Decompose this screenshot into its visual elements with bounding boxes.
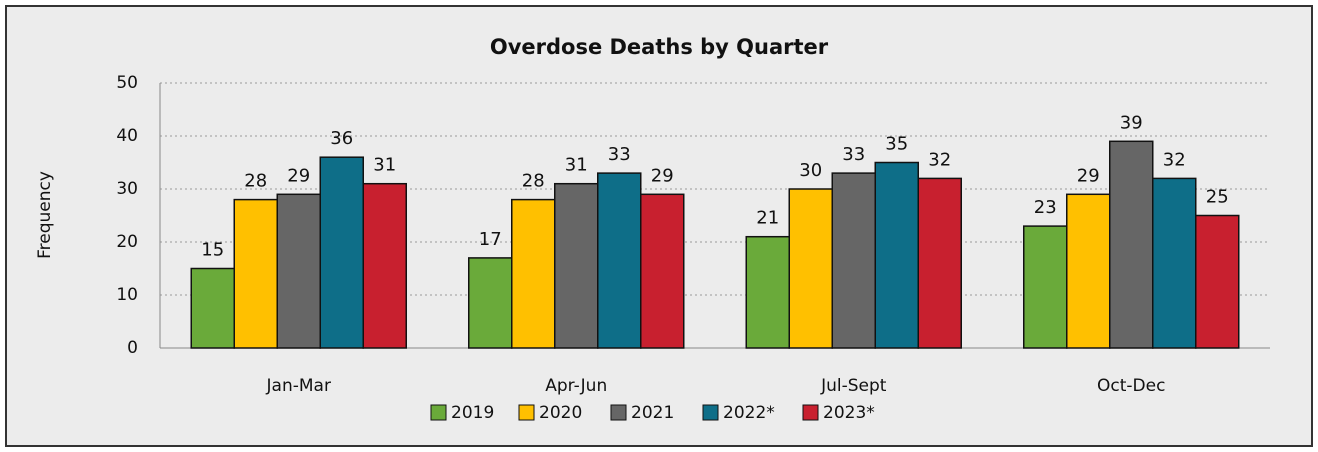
legend-label: 2019: [451, 403, 494, 423]
bar: [1152, 177, 1197, 349]
bar: [874, 161, 919, 349]
bar: [319, 156, 364, 349]
bar: [1023, 225, 1068, 349]
data-label: 29: [287, 165, 310, 186]
legend-swatch: [702, 404, 719, 421]
data-label: 31: [373, 155, 396, 176]
legend-swatch: [610, 404, 627, 421]
bar: [511, 198, 556, 349]
bar: [1109, 140, 1154, 349]
y-tick-label: 50: [116, 73, 138, 93]
y-tick-label: 0: [127, 338, 138, 358]
bar: [362, 182, 407, 349]
x-tick-label: Apr-Jun: [545, 376, 607, 396]
bar: [1195, 214, 1240, 349]
data-label: 29: [651, 165, 674, 186]
legend-label: 2023*: [823, 403, 875, 423]
legend-swatch: [802, 404, 819, 421]
data-label: 35: [885, 134, 908, 155]
legend-swatch: [430, 404, 447, 421]
y-axis-label: Frequency: [35, 171, 55, 259]
y-tick-label: 30: [116, 179, 138, 199]
data-label: 33: [608, 144, 631, 165]
y-tick-label: 40: [116, 126, 138, 146]
bar: [276, 193, 321, 349]
bar: [190, 267, 235, 349]
bar: [554, 182, 599, 349]
data-label: 33: [842, 144, 865, 165]
bar: [745, 235, 790, 349]
bar: [233, 198, 278, 349]
chart-title: Overdose Deaths by Quarter: [490, 35, 829, 59]
legend-label: 2020: [539, 403, 582, 423]
y-tick-label: 10: [116, 285, 138, 305]
bar: [788, 188, 833, 349]
x-tick-label: Jan-Mar: [266, 376, 331, 396]
data-label: 32: [928, 149, 951, 170]
bar: [468, 257, 513, 349]
bar: [831, 172, 876, 349]
legend-swatch: [518, 404, 535, 421]
bar: [597, 172, 642, 349]
data-label: 21: [756, 208, 779, 229]
data-label: 30: [799, 160, 822, 181]
data-label: 28: [522, 171, 545, 192]
x-tick-label: Jul-Sept: [820, 376, 887, 396]
data-label: 36: [330, 128, 353, 149]
data-label: 25: [1206, 187, 1229, 208]
data-label: 28: [244, 171, 267, 192]
bar: [1066, 193, 1111, 349]
x-tick-label: Oct-Dec: [1097, 376, 1165, 396]
data-label: 23: [1034, 197, 1057, 218]
data-label: 17: [479, 229, 502, 250]
legend-label: 2021: [631, 403, 674, 423]
bar: [917, 177, 962, 349]
bar: [640, 193, 685, 349]
data-label: 31: [565, 155, 588, 176]
data-label: 39: [1120, 112, 1143, 133]
y-tick-label: 20: [116, 232, 138, 252]
legend-label: 2022*: [723, 403, 775, 423]
data-label: 32: [1163, 149, 1186, 170]
data-label: 15: [201, 240, 224, 261]
data-label: 29: [1077, 165, 1100, 186]
